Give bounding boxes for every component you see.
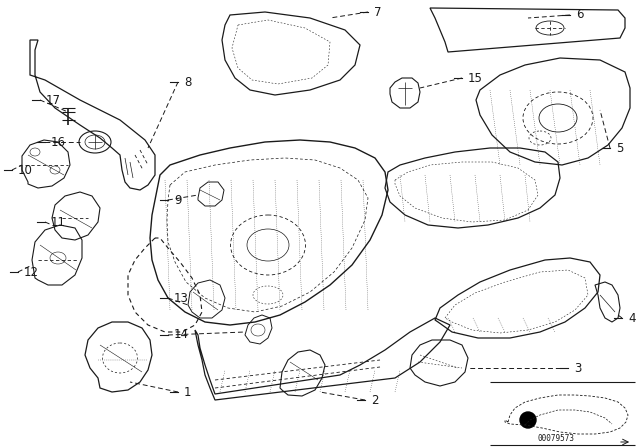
- Text: 3: 3: [574, 362, 581, 375]
- Text: 12: 12: [24, 266, 39, 279]
- Text: 14: 14: [174, 328, 189, 341]
- Text: 13: 13: [174, 292, 189, 305]
- Text: 9: 9: [174, 194, 182, 207]
- Text: 17: 17: [46, 94, 61, 107]
- Circle shape: [520, 412, 536, 428]
- Text: 15: 15: [468, 72, 483, 85]
- Text: 16: 16: [51, 135, 66, 148]
- Text: 5: 5: [616, 142, 623, 155]
- Text: 8: 8: [184, 76, 191, 89]
- Text: 1: 1: [184, 385, 191, 399]
- Text: 4: 4: [628, 311, 636, 324]
- Text: 10: 10: [18, 164, 33, 177]
- Text: 7: 7: [374, 5, 381, 18]
- Text: 11: 11: [51, 215, 66, 228]
- Text: 2: 2: [371, 393, 378, 406]
- Text: 6: 6: [576, 9, 584, 22]
- Text: 00079573: 00079573: [538, 434, 575, 443]
